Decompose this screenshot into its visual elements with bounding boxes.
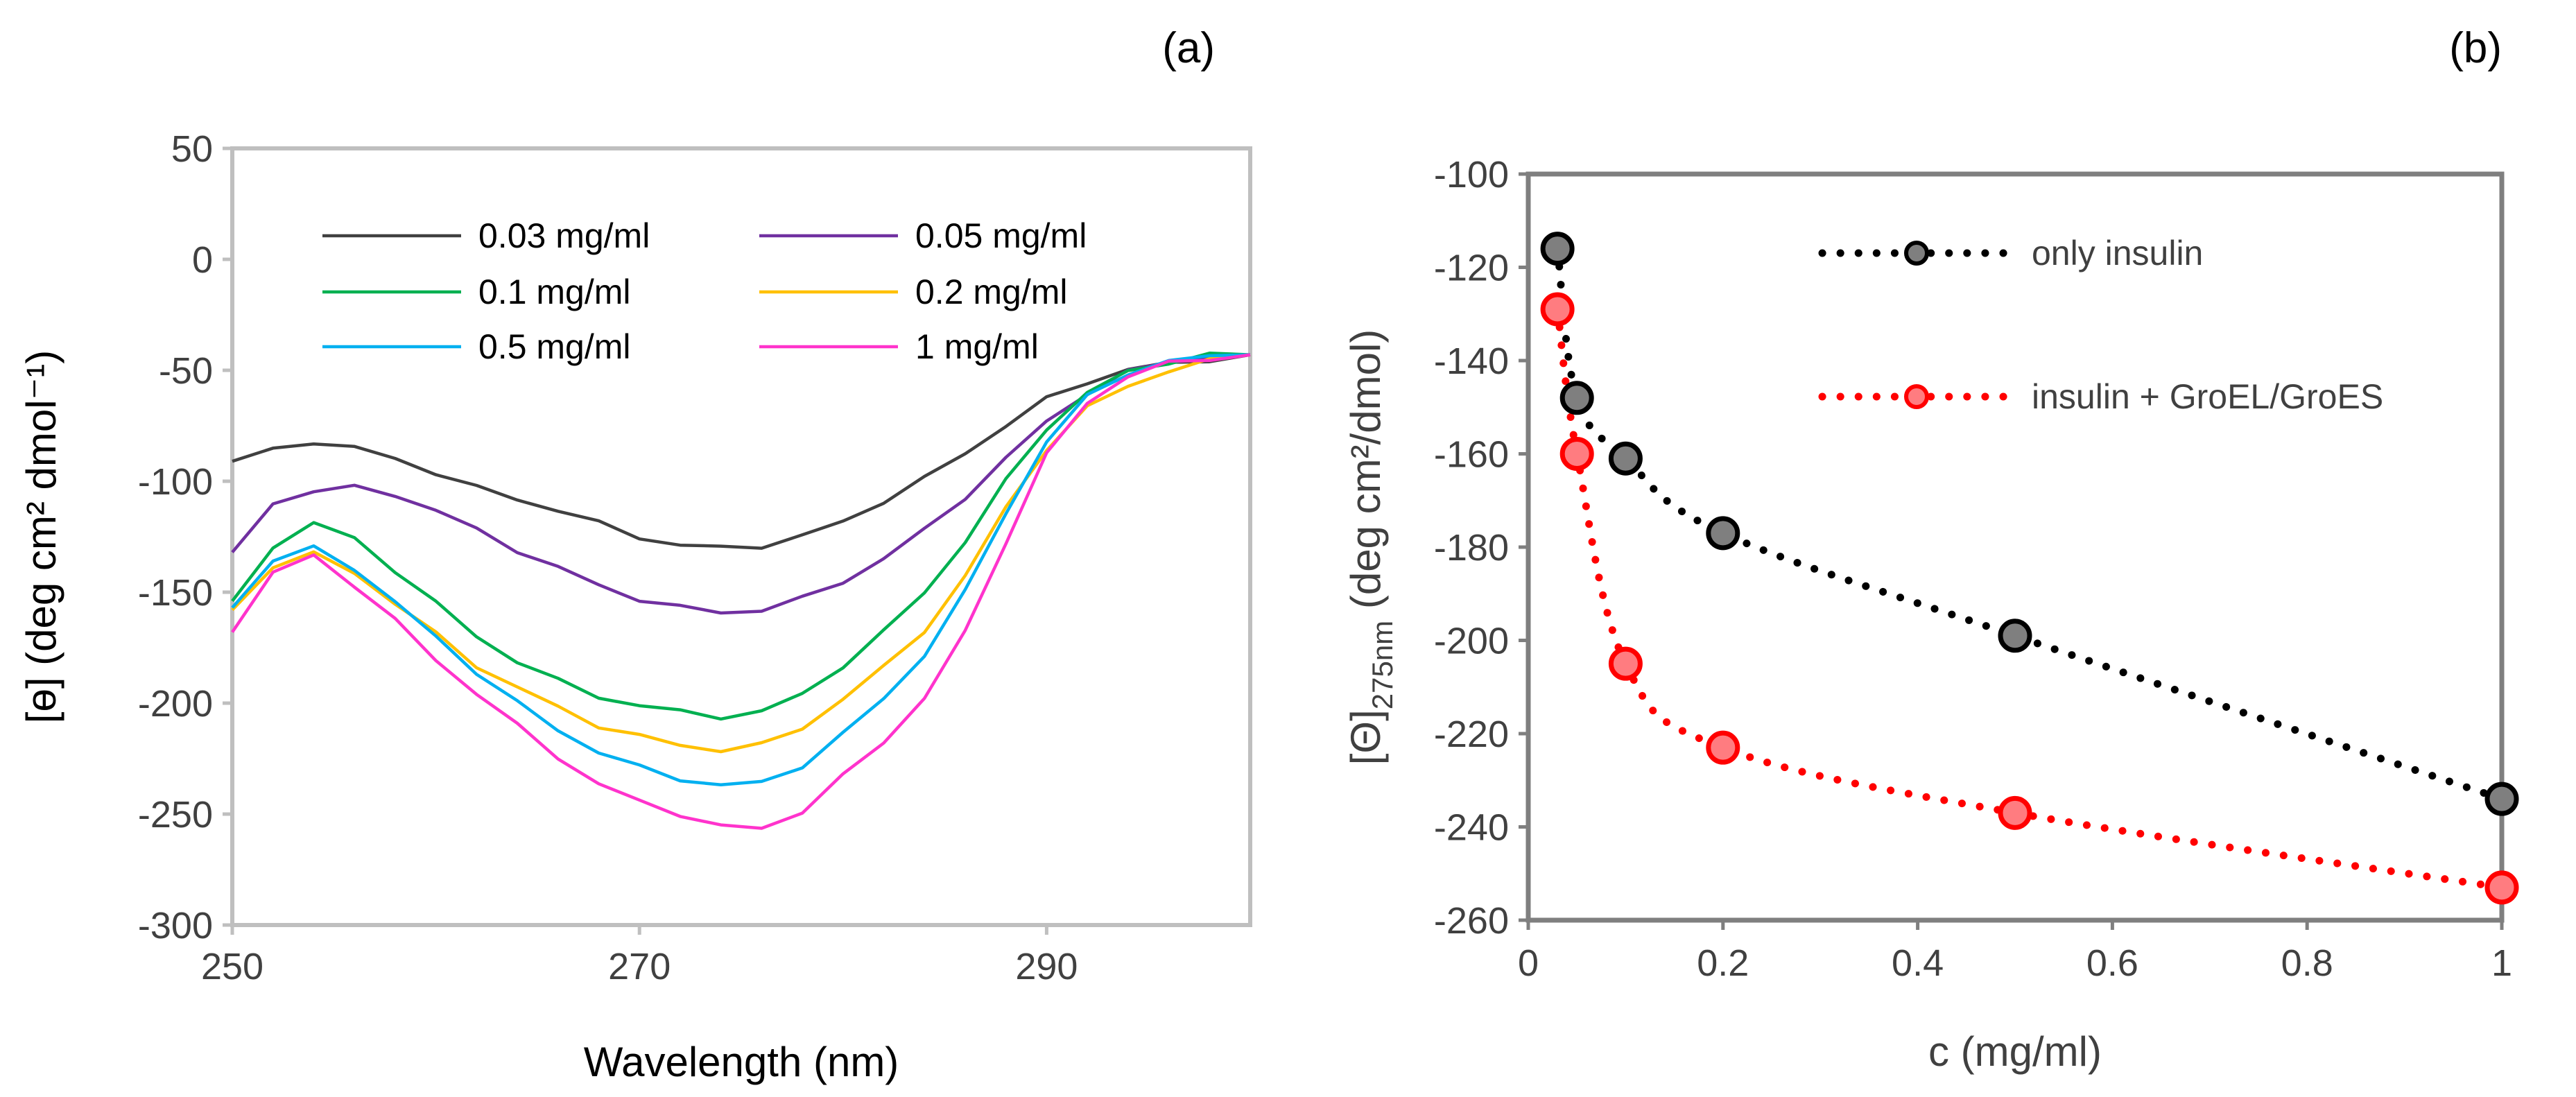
panel-a-series-line [232,353,1251,550]
panel-a-y-tick-label: -100 [138,461,213,503]
panel-b-y-tick-label: -180 [1434,527,1509,569]
panel-b-data-point [1540,292,1575,327]
panel-a-y-tick-label: 0 [192,239,213,281]
panel-b-x-tick-label: 0.8 [2281,942,2333,984]
panel-a-y-tick-label: 50 [171,128,213,170]
panel-b-x-tick-label: 1 [2491,942,2512,984]
panel-b-y-tick-label: -200 [1434,621,1509,662]
panel-b-y-tick-label: -240 [1434,807,1509,849]
panel-b-chart: -100 -120 -140 -160 -180 -200 -220 -240 -260 0 0.… [1342,154,2519,1075]
panel-a-legend-label: 0.2 mg/ml [915,273,1068,311]
panel-b-y-tick-label: -100 [1434,154,1509,196]
panel-b-y-tick-label: -220 [1434,714,1509,755]
panel-a-series-line [231,353,1251,786]
panel-a-x-tick-label: 270 [608,946,671,987]
panel-a-legend-label: 0.03 mg/ml [478,216,650,255]
panel-b-legend: only insulin insulin + GroEL/GroES [1818,234,2383,416]
panel-a-y-tick-label: -200 [138,683,213,725]
panel-b-data-point [1559,437,1594,471]
panel-a-tag: (a) [1162,24,1215,72]
panel-b-x-axis-label: c (mg/ml) [1928,1028,2102,1075]
panel-b-y-axis-label: [Θ]275nm (deg cm²/dmol) [1342,329,1399,766]
panel-b-legend-swatch-marker [1904,241,1929,266]
panel-b-series [1540,232,2519,905]
panel-a-legend: 0.03 mg/ml 0.05 mg/ml 0.1 mg/ml 0.2 mg/ml 0.… [322,216,1087,366]
panel-a-y-tick-label: -150 [138,572,213,614]
panel-b-legend-swatch-marker [1904,384,1929,409]
panel-b-x-tick-label: 0 [1518,942,1539,984]
panel-b-legend-label: only insulin [2032,234,2203,273]
panel-b-tag: (b) [2449,24,2502,72]
panel-a-series-line [231,353,1251,754]
panel-a-legend-label: 0.5 mg/ml [478,327,631,366]
panel-b-legend-label: insulin + GroEL/GroES [2032,377,2383,416]
panel-b-y-tick-label: -140 [1434,340,1509,382]
panel-a-plot-area [230,146,1252,927]
panel-a-x-axis-label: Wavelength (nm) [584,1039,899,1085]
panel-b-data-point [1608,646,1643,681]
panel-b-data-point [2484,870,2519,905]
panel-b-y-label-subscript: 275nm [1366,621,1399,709]
panel-a-legend-label: 0.1 mg/ml [478,273,631,311]
panel-b-data-point [2484,781,2519,816]
panel-b-x-tick-label: 0.4 [1892,942,1944,984]
panel-a-y-tick-label: -50 [159,350,213,392]
panel-b-data-point [1559,381,1594,415]
panel-a-x-tick-label: 250 [201,946,263,987]
panel-b-x-tick-label: 0.2 [1697,942,1749,984]
panel-a-series-line [231,352,1251,721]
panel-a-y-ticks: 50 0 -50 -100 -150 -200 -250 -300 [138,128,232,947]
panel-b-x-ticks: 0 0.2 0.4 0.6 0.8 1 [1518,920,2512,984]
panel-b-y-label-rest: (deg cm²/dmol) [1342,329,1389,621]
panel-a-series-line [231,353,1251,615]
panel-a-chart: 50 0 -50 -100 -150 -200 -250 -300 250 270 290 0.0… [18,128,1252,1085]
panel-b-data-point [1998,619,2032,653]
panel-a-x-tick-label: 290 [1015,946,1078,987]
panel-b-data-point [1706,516,1740,551]
panel-b-x-tick-label: 0.6 [2086,942,2138,984]
panel-a-series [231,352,1251,830]
panel-a-legend-label: 1 mg/ml [915,327,1039,366]
panel-b-data-point [1608,441,1643,476]
panel-a-series-line [231,353,1251,830]
panel-a-legend-label: 0.05 mg/ml [915,216,1087,255]
panel-a-y-axis-label: [ɵ] (deg cm² dmol⁻¹) [18,350,64,723]
panel-b-trend-line [1553,245,2506,803]
panel-b-y-label-main: [Θ] [1342,709,1389,765]
panel-b-data-point [1998,795,2032,830]
panel-a-x-ticks: 250 270 290 [201,925,1078,987]
panel-b-y-tick-label: -120 [1434,248,1509,289]
panel-b-y-tick-label: -260 [1434,900,1509,942]
panel-a-y-tick-label: -300 [138,905,213,947]
panel-b-data-point [1706,730,1740,765]
panel-a-y-tick-label: -250 [138,794,213,836]
panel-b-y-tick-label: -160 [1434,434,1509,476]
panel-b-y-ticks: -100 -120 -140 -160 -180 -200 -220 -240 -260 [1434,154,1528,942]
panel-b-data-point [1540,232,1575,266]
